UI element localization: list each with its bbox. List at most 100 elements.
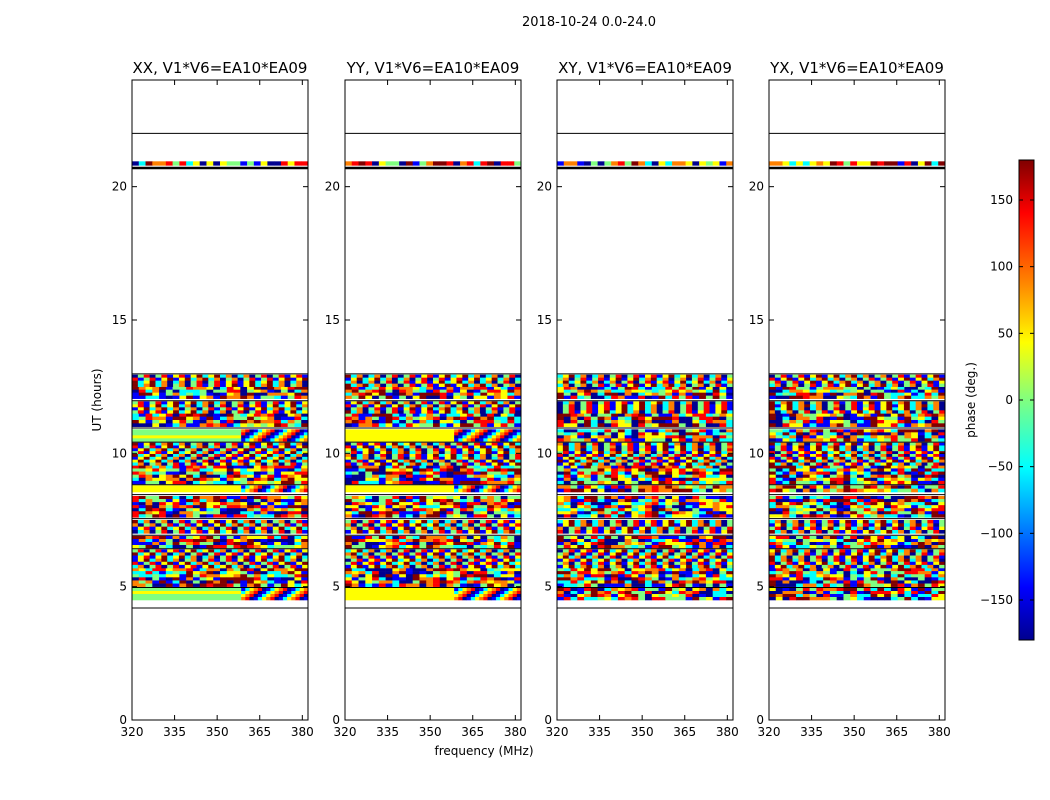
heatmap-cell bbox=[280, 536, 288, 540]
heatmap-cell bbox=[132, 445, 139, 449]
heatmap-cell bbox=[586, 451, 593, 455]
heatmap-cell bbox=[456, 530, 463, 534]
heatmap-cell bbox=[260, 416, 268, 421]
heatmap-cell bbox=[563, 502, 571, 506]
heatmap-cell bbox=[412, 574, 420, 578]
heatmap-cell bbox=[249, 438, 254, 442]
heatmap-cell bbox=[365, 395, 373, 399]
heatmap-cell bbox=[385, 580, 393, 584]
heatmap-cell bbox=[645, 577, 653, 581]
heatmap-cell bbox=[356, 520, 363, 524]
heatmap-cell bbox=[351, 542, 359, 546]
heatmap-cell bbox=[709, 530, 716, 534]
heatmap-cell bbox=[247, 536, 255, 540]
heatmap-cell bbox=[570, 588, 578, 592]
heatmap-cell bbox=[294, 505, 302, 509]
heatmap-cell bbox=[500, 542, 508, 546]
heatmap-cell bbox=[391, 374, 399, 378]
heatmap-cell bbox=[186, 471, 194, 475]
heatmap-cell bbox=[253, 574, 261, 578]
heatmap-cell bbox=[345, 451, 352, 455]
heatmap-cell bbox=[358, 580, 366, 584]
heatmap-cell bbox=[727, 462, 733, 466]
heatmap-cell bbox=[385, 395, 393, 399]
heatmap-cell bbox=[480, 480, 488, 485]
heatmap-cell bbox=[149, 410, 156, 414]
heatmap-cell bbox=[152, 389, 160, 393]
heatmap-cell bbox=[231, 462, 238, 466]
heatmap-cell bbox=[507, 389, 515, 393]
heatmap-cell bbox=[231, 530, 238, 534]
heatmap-cell bbox=[356, 401, 363, 405]
heatmap-cell bbox=[483, 485, 488, 489]
heatmap-cell bbox=[604, 571, 612, 575]
heatmap-cell bbox=[466, 474, 474, 479]
heatmap-cell bbox=[692, 580, 700, 584]
heatmap-cell bbox=[253, 416, 261, 421]
heatmap-cell bbox=[678, 571, 686, 575]
heatmap-cell bbox=[508, 594, 513, 598]
heatmap-cell bbox=[403, 407, 410, 411]
heatmap-cell bbox=[253, 429, 259, 433]
heatmap-cell bbox=[220, 468, 228, 472]
heatmap-cell bbox=[415, 442, 422, 446]
heatmap-cell bbox=[474, 401, 481, 405]
heatmap-cell bbox=[226, 511, 234, 515]
heatmap-cell bbox=[294, 465, 302, 469]
heatmap-cell bbox=[172, 536, 180, 540]
heatmap-cell bbox=[584, 577, 592, 581]
heatmap-cell bbox=[184, 377, 191, 381]
heatmap-cell bbox=[497, 451, 504, 455]
heatmap-cell bbox=[557, 583, 565, 587]
heatmap-cell bbox=[159, 420, 167, 424]
heatmap-cell bbox=[709, 456, 716, 460]
heatmap-cell bbox=[137, 555, 145, 559]
heatmap-cell bbox=[255, 523, 262, 527]
heatmap-cell bbox=[507, 413, 515, 417]
heatmap-cell bbox=[284, 558, 291, 563]
heatmap-cell bbox=[721, 561, 728, 566]
heatmap-cell bbox=[665, 594, 673, 598]
heatmap-cell bbox=[446, 386, 454, 390]
heatmap-cell bbox=[196, 404, 203, 408]
heatmap-cell bbox=[267, 571, 275, 575]
heatmap-cell bbox=[514, 477, 521, 482]
heatmap-cell bbox=[500, 438, 505, 442]
heatmap-cell bbox=[570, 508, 578, 512]
heatmap-cell bbox=[639, 451, 646, 455]
heatmap-cell bbox=[261, 454, 268, 458]
heatmap-cell bbox=[645, 505, 653, 509]
heatmap-cell bbox=[159, 480, 167, 485]
heatmap-cell bbox=[577, 485, 585, 489]
heatmap-cell bbox=[609, 454, 616, 458]
heatmap-cell bbox=[609, 530, 616, 534]
heatmap-cell bbox=[296, 462, 303, 466]
heatmap-cell bbox=[604, 588, 612, 592]
heatmap-cell bbox=[214, 530, 221, 534]
heatmap-cell bbox=[138, 416, 146, 421]
heatmap-cell bbox=[419, 477, 427, 482]
heatmap-cell bbox=[274, 499, 282, 503]
heatmap-cell bbox=[656, 456, 663, 460]
heatmap-cell bbox=[280, 465, 288, 469]
heatmap-cell bbox=[145, 468, 153, 472]
heatmap-cell bbox=[658, 477, 666, 482]
heatmap-cell bbox=[301, 496, 308, 500]
heatmap-cell bbox=[226, 536, 234, 540]
heatmap-cell bbox=[709, 555, 716, 559]
heatmap-cell bbox=[500, 392, 508, 396]
heatmap-cell bbox=[674, 448, 681, 452]
heatmap-cell bbox=[474, 448, 481, 452]
heatmap-cell bbox=[604, 465, 612, 469]
heatmap-cell bbox=[409, 374, 416, 378]
heatmap-cell bbox=[350, 404, 358, 408]
heatmap-cell bbox=[362, 552, 369, 556]
heatmap-cell bbox=[159, 508, 167, 512]
heatmap-cell bbox=[439, 471, 447, 475]
heatmap-cell bbox=[697, 564, 704, 569]
heatmap-cell bbox=[557, 432, 565, 436]
heatmap-cell bbox=[727, 552, 733, 556]
heatmap-cell bbox=[686, 564, 693, 569]
heatmap-cell bbox=[692, 597, 700, 601]
heatmap-cell bbox=[267, 420, 275, 424]
